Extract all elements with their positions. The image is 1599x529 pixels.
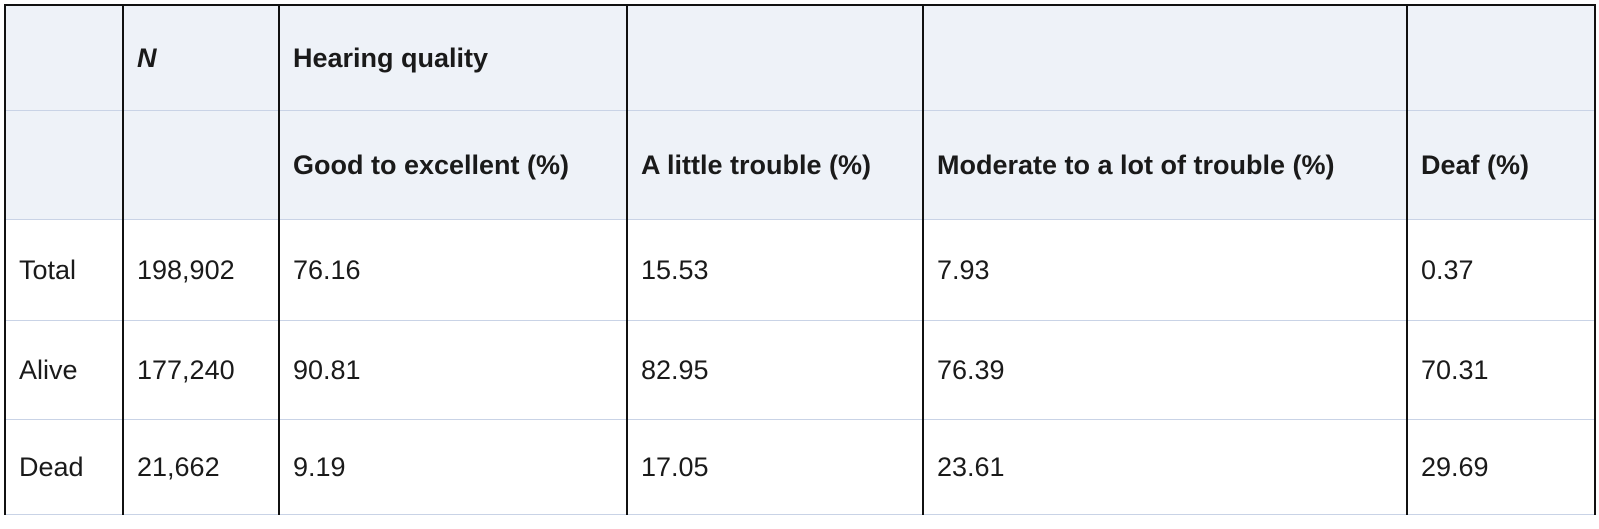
table-cell: 23.61 bbox=[922, 419, 1407, 515]
header-empty-cell bbox=[4, 110, 123, 220]
header-hearing-quality: Hearing quality bbox=[278, 5, 627, 111]
table-cell: 7.93 bbox=[922, 219, 1407, 321]
table-cell: 70.31 bbox=[1406, 320, 1595, 420]
header-moderate-to-a-lot: Moderate to a lot of trouble (%) bbox=[922, 110, 1407, 220]
header-good-to-excellent: Good to excellent (%) bbox=[278, 110, 627, 220]
table-row: Total 198,902 76.16 15.53 7.93 0.37 bbox=[4, 219, 1595, 321]
table-cell: 17.05 bbox=[626, 419, 923, 515]
row-n: 21,662 bbox=[122, 419, 279, 515]
row-label: Alive bbox=[4, 320, 123, 420]
row-n: 177,240 bbox=[122, 320, 279, 420]
table-cell: 76.16 bbox=[278, 219, 627, 321]
table-cell: 76.39 bbox=[922, 320, 1407, 420]
hearing-quality-table: N Hearing quality Good to excellent (%) … bbox=[4, 4, 1596, 515]
header-empty-cell bbox=[122, 110, 279, 220]
header-empty-cell bbox=[922, 5, 1407, 111]
header-empty-cell bbox=[1406, 5, 1595, 111]
table-cell: 15.53 bbox=[626, 219, 923, 321]
header-a-little-trouble: A little trouble (%) bbox=[626, 110, 923, 220]
row-n: 198,902 bbox=[122, 219, 279, 321]
header-row-1: N Hearing quality bbox=[4, 5, 1595, 111]
row-label: Dead bbox=[4, 419, 123, 515]
header-empty-cell bbox=[4, 5, 123, 111]
table-cell: 9.19 bbox=[278, 419, 627, 515]
table-cell: 82.95 bbox=[626, 320, 923, 420]
table-row: Dead 21,662 9.19 17.05 23.61 29.69 bbox=[4, 419, 1595, 515]
header-n: N bbox=[122, 5, 279, 111]
header-empty-cell bbox=[626, 5, 923, 111]
table-cell: 0.37 bbox=[1406, 219, 1595, 321]
header-deaf: Deaf (%) bbox=[1406, 110, 1595, 220]
header-row-2: Good to excellent (%) A little trouble (… bbox=[4, 110, 1595, 220]
row-label: Total bbox=[4, 219, 123, 321]
table-cell: 29.69 bbox=[1406, 419, 1595, 515]
table-row: Alive 177,240 90.81 82.95 76.39 70.31 bbox=[4, 320, 1595, 420]
table-cell: 90.81 bbox=[278, 320, 627, 420]
